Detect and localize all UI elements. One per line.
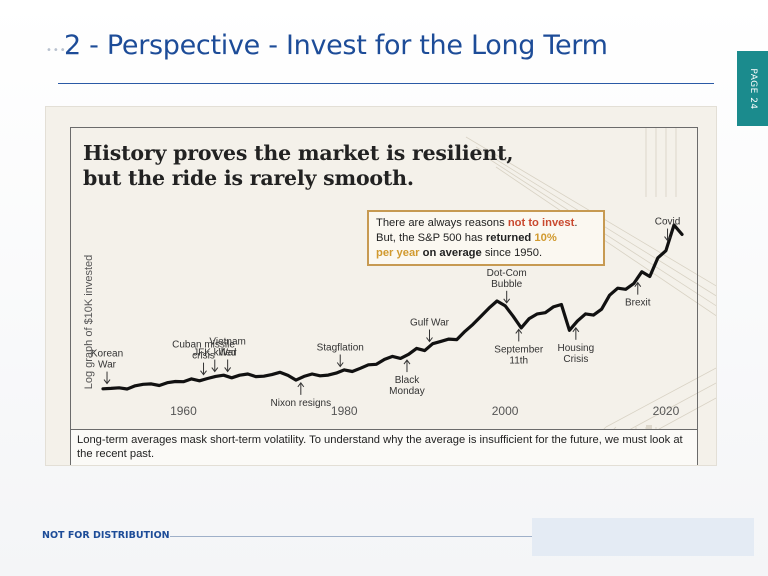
annotation-label: JFK killed (193, 348, 236, 359)
annotation-label: War (98, 360, 117, 371)
callout-text-not-to-invest: not to invest (507, 217, 575, 229)
headline-line-1: History proves the market is resilient, (83, 141, 514, 165)
annotation-label: 11th (509, 355, 528, 366)
y-axis-label: Log graph of $10K invested (83, 255, 95, 390)
annotation-label: War (219, 347, 238, 358)
callout-text-4: But, the S&P 500 has (376, 232, 486, 244)
market-line-chart: Log graph of $10K invested 1960 1980 2000 20… (83, 217, 684, 418)
event-annotation: Gulf War (410, 317, 450, 343)
annotation-label: Korean (91, 349, 123, 360)
annotation-label: Stagflation (317, 343, 364, 354)
annotation-label: Black (395, 375, 420, 386)
callout-text-on-average: on average (419, 247, 482, 259)
callout-text-10-percent: 10% (534, 232, 557, 244)
annotation-arrowhead (634, 281, 642, 287)
event-annotation: Stagflation (317, 343, 364, 368)
annotation-label: Cuban missile (172, 340, 235, 351)
annotation-arrowhead (224, 367, 232, 373)
annotation-arrowhead (403, 359, 411, 365)
infographic-headline: History proves the market is resilient, … (83, 141, 513, 191)
title-divider (58, 83, 714, 84)
callout-text-per-year: per year (376, 247, 420, 259)
slide-title: 2 - Perspective - Invest for the Long Te… (64, 30, 608, 61)
event-annotation: JFK killed (193, 348, 236, 373)
x-tick-label: 1960 (170, 404, 197, 418)
callout-text-since-1950: since 1950. (481, 247, 543, 259)
footer-divider (170, 536, 532, 537)
annotation-arrowhead (503, 298, 511, 304)
annotation-arrowhead (515, 328, 523, 334)
x-tick-label: 2020 (653, 404, 680, 418)
callout-box: There are always reasons not to invest. B… (367, 210, 605, 266)
title-decor-dots: •••• (46, 45, 74, 56)
event-annotation: Nixon resigns (271, 382, 332, 409)
event-annotation: Covid (655, 217, 681, 242)
annotation-arrowhead (426, 337, 433, 343)
annotation-label: Crisis (563, 354, 588, 365)
callout-text-1: There are always reasons (376, 217, 508, 229)
annotation-arrowhead (336, 362, 344, 368)
annotation-label: Vietnam (209, 336, 246, 347)
page-number-label: PAGE 24 (747, 67, 758, 110)
annotation-arrowhead (572, 326, 580, 333)
annotation-label: Dot-Com (487, 268, 527, 279)
callout-text-3: . (574, 217, 578, 229)
callout-text-returned: returned (485, 232, 535, 244)
not-for-distribution-label: NOT FOR DISTRIBUTION (42, 530, 170, 541)
annotation-label: Gulf War (410, 317, 450, 328)
headline-line-2: but the ride is rarely smooth. (83, 166, 414, 190)
annotation-label: Brexit (625, 298, 651, 309)
annotation-label: Nixon resigns (271, 398, 332, 409)
page-number-tab: PAGE 24 (737, 51, 768, 126)
annotation-label: Bubble (491, 279, 523, 290)
annotation-label: Housing (557, 343, 594, 354)
annotation-arrowhead (664, 236, 671, 242)
annotation-label: September (494, 344, 544, 355)
annotation-label: Covid (655, 217, 681, 228)
annotation-arrowhead (103, 379, 111, 385)
infographic-image: History proves the market is resilient, … (45, 106, 717, 466)
annotation-arrowhead (297, 382, 305, 388)
x-tick-label: 1980 (331, 404, 358, 418)
series-line (101, 223, 684, 391)
annotation-arrowhead (211, 367, 219, 373)
annotation-arrowhead (200, 370, 207, 376)
event-annotation: Brexit (625, 281, 651, 309)
infographic-footnote: Long-term averages mask short-term volat… (70, 429, 698, 465)
annotation-label: crisis (192, 351, 215, 362)
x-tick-label: 2000 (492, 404, 519, 418)
annotation-label: Monday (389, 386, 425, 397)
footer-panel (532, 518, 754, 556)
